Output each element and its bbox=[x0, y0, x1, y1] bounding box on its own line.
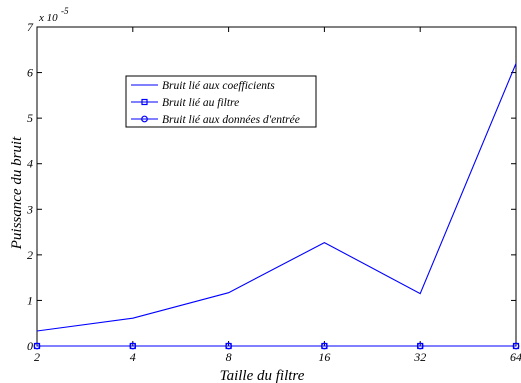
series-layer bbox=[33, 63, 520, 350]
y-axis: 0 1 2 3 4 5 6 7 bbox=[26, 20, 516, 353]
x-tick-label-3: 16 bbox=[318, 350, 330, 364]
series-0 bbox=[36, 63, 517, 332]
y-multiplier-label: x 10 bbox=[38, 12, 58, 24]
legend-marker-1 bbox=[141, 98, 148, 106]
x-tick-label-2: 8 bbox=[226, 350, 232, 364]
y-tick-label-6: 6 bbox=[27, 66, 33, 80]
series-0-line bbox=[36, 63, 517, 332]
y-tick-label-4: 4 bbox=[27, 157, 33, 171]
y-tick-label-5: 5 bbox=[27, 111, 33, 125]
legend-label-0: Bruit lié aux coefficients bbox=[162, 80, 275, 92]
legend-marker-2 bbox=[141, 115, 148, 123]
series-2-point-0 bbox=[33, 342, 41, 350]
series-2-point-4 bbox=[416, 342, 424, 350]
legend-item-0: Bruit lié aux coefficients bbox=[131, 80, 275, 92]
y-tick-label-0: 0 bbox=[27, 339, 33, 353]
y-tick-label-7: 7 bbox=[27, 20, 34, 34]
series-2-point-1 bbox=[129, 342, 137, 350]
y-axis-label: Puissance du bruit bbox=[9, 136, 25, 250]
legend-item-1: Bruit lié au filtre bbox=[131, 97, 239, 109]
x-tick-label-4: 32 bbox=[413, 350, 426, 364]
x-tick-label-0: 2 bbox=[34, 350, 40, 364]
x-axis-label: Taille du filtre bbox=[220, 368, 305, 383]
series-2-point-5 bbox=[512, 342, 520, 350]
legend-item-2: Bruit lié aux données d'entrée bbox=[131, 114, 300, 126]
x-tick-label-1: 4 bbox=[130, 350, 136, 364]
plot-area bbox=[36, 26, 517, 347]
series-2-point-2 bbox=[225, 342, 233, 350]
x-axis: 2 4 8 16 32 64 bbox=[34, 27, 521, 364]
y-tick-label-2: 2 bbox=[27, 248, 33, 262]
y-multiplier-exponent: -5 bbox=[61, 6, 69, 16]
series-2 bbox=[33, 342, 520, 350]
y-tick-label-3: 3 bbox=[26, 202, 33, 216]
series-2-point-3 bbox=[321, 342, 328, 350]
legend: Bruit lié aux coefficients Bruit lié au f… bbox=[125, 75, 317, 128]
y-tick-label-1: 1 bbox=[27, 293, 33, 307]
legend-label-2: Bruit lié aux données d'entrée bbox=[162, 114, 300, 126]
legend-label-1: Bruit lié au filtre bbox=[162, 97, 239, 109]
x-tick-label-5: 64 bbox=[510, 350, 521, 364]
